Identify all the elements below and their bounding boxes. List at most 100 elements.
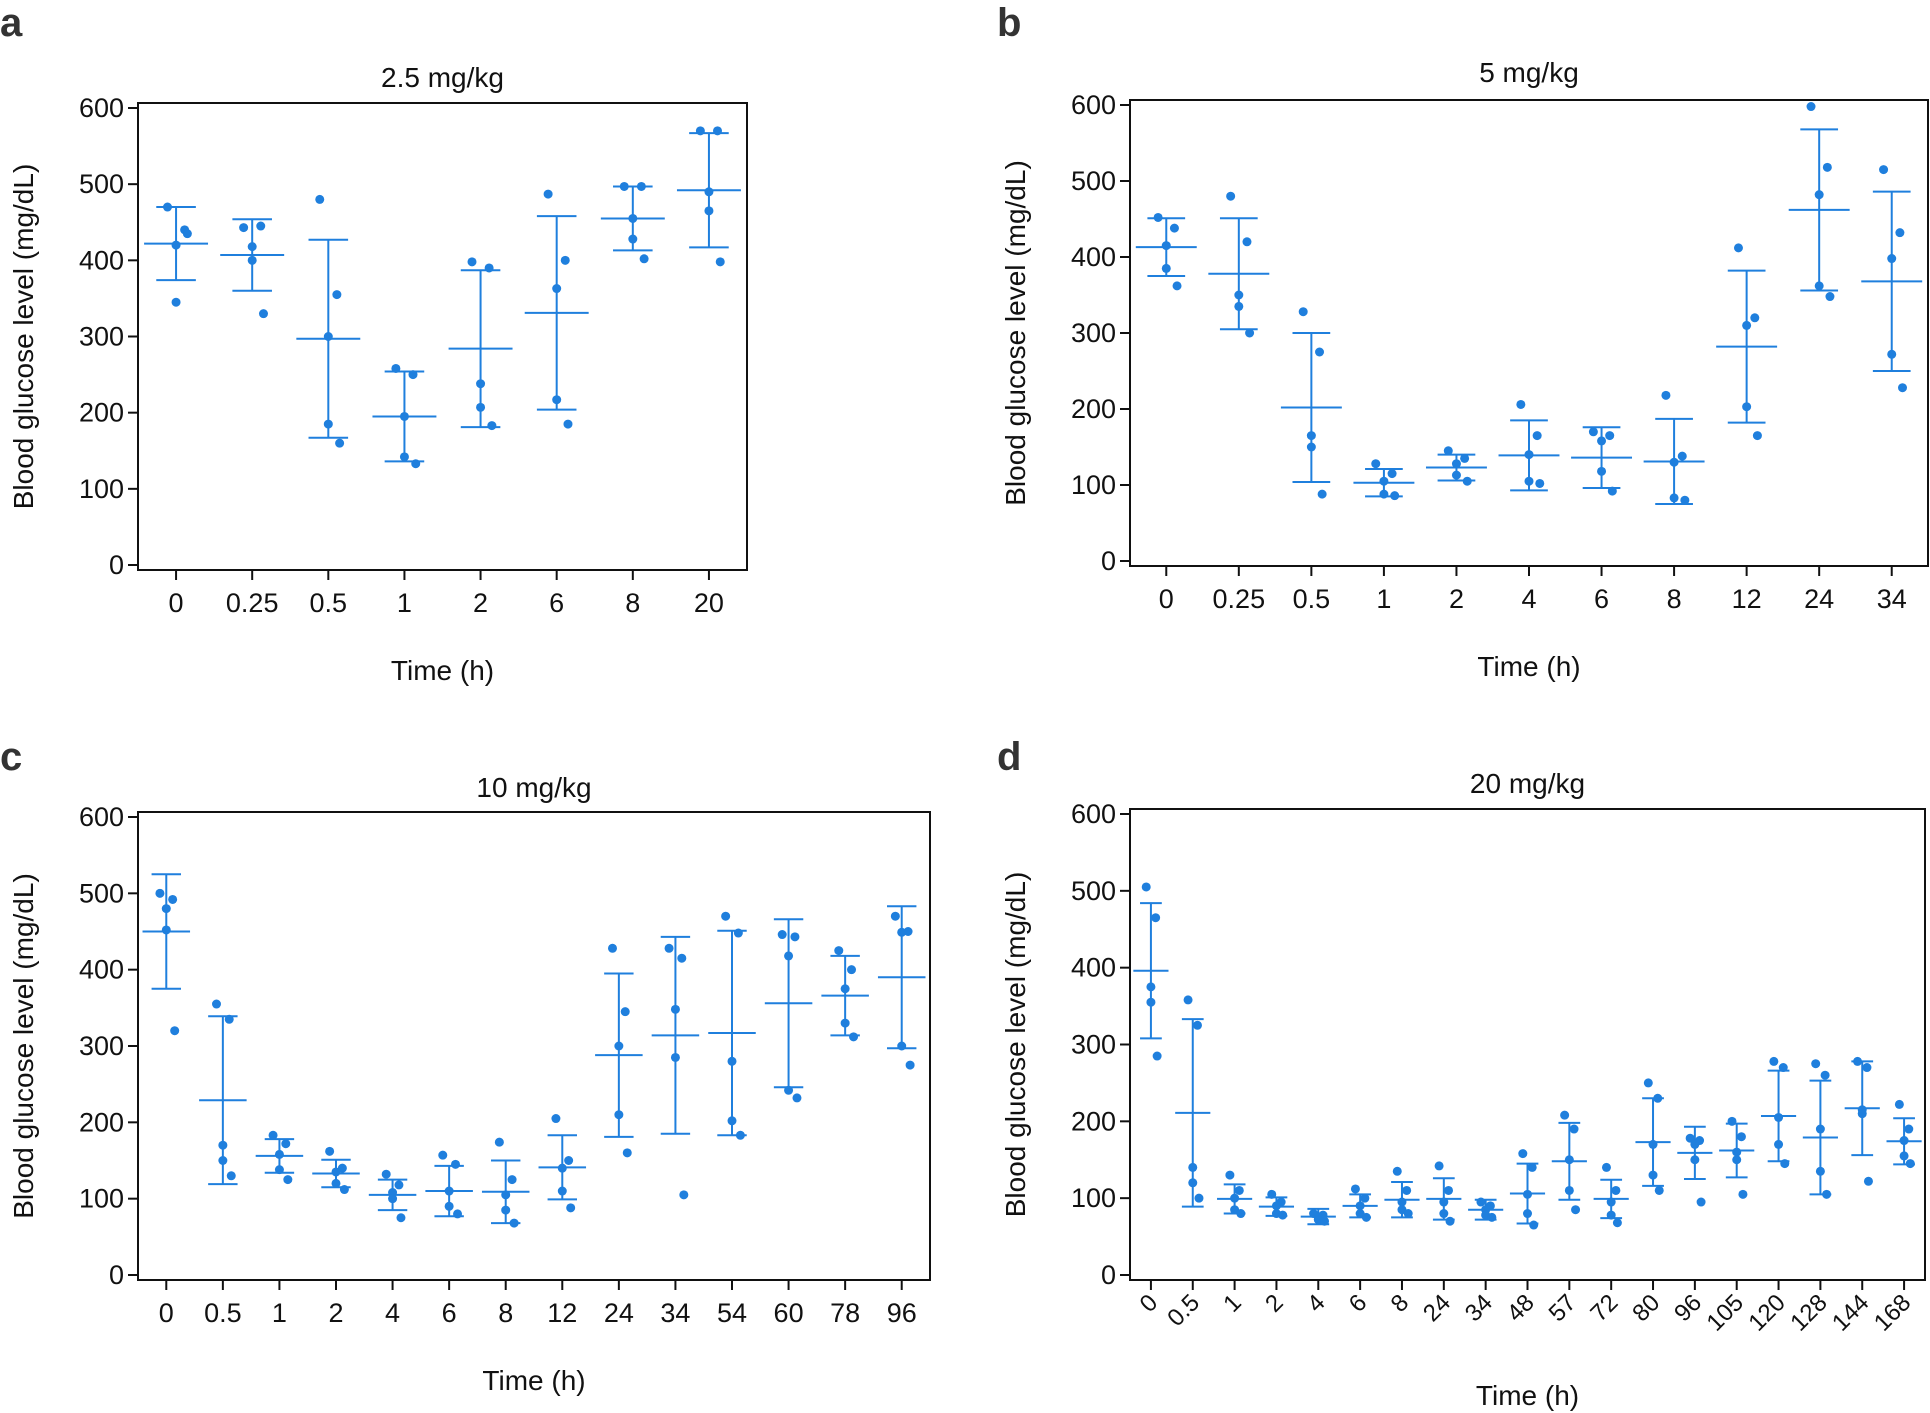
y-tick-label: 200 (79, 398, 124, 428)
x-tick-label: 0.25 (226, 588, 279, 618)
data-point (1905, 1159, 1915, 1169)
data-point (1278, 1210, 1288, 1220)
data-point (281, 1139, 291, 1149)
x-tick-label: 0.5 (310, 588, 348, 618)
data-point (1516, 399, 1526, 409)
y-tick-label: 100 (79, 474, 124, 504)
x-tick-label: 1 (397, 588, 412, 618)
y-tick-label: 400 (1071, 953, 1116, 983)
data-point (476, 402, 486, 412)
x-tick-label: 78 (830, 1298, 860, 1328)
x-tick-label: 1 (272, 1298, 287, 1328)
data-point (1904, 1124, 1914, 1134)
y-tick-label: 0 (1101, 1260, 1116, 1290)
data-point (1271, 1201, 1281, 1211)
data-point (1696, 1197, 1706, 1207)
data-point (792, 1093, 802, 1103)
data-point (1806, 102, 1816, 112)
y-axis-label: Blood glucose level (mg/dL) (8, 164, 39, 510)
y-tick-label: 0 (109, 550, 124, 580)
x-tick-label: 0.5 (204, 1298, 242, 1328)
chart-panel-d: 20 mg/kg Time (h) Blood glucose level (m… (1000, 768, 1926, 1411)
chart-title: 2.5 mg/kg (381, 62, 504, 93)
x-tick-label: 1 (1376, 584, 1391, 614)
x-tick-label: 120 (1743, 1289, 1790, 1336)
x-axis-label: Time (h) (1477, 651, 1580, 682)
data-point (1815, 1124, 1825, 1134)
data-point (1669, 493, 1679, 503)
data-point (1529, 1220, 1539, 1230)
data-point (1750, 313, 1760, 323)
data-point (557, 1163, 567, 1173)
data-point (1146, 982, 1156, 992)
data-point (1320, 1216, 1330, 1226)
data-point (1355, 1201, 1365, 1211)
data-point (1669, 457, 1679, 467)
data-point (391, 363, 401, 373)
data-point (476, 379, 486, 389)
panel-letter-c: c (0, 735, 22, 779)
data-point (1161, 241, 1171, 251)
data-point (1742, 320, 1752, 330)
x-tick-label: 6 (1594, 584, 1609, 614)
x-tick-label: 24 (1804, 584, 1834, 614)
plot-frame (137, 102, 748, 571)
x-tick-label: 34 (660, 1298, 690, 1328)
data-point (226, 1171, 236, 1181)
data-point (1350, 1184, 1360, 1194)
y-tick-label: 200 (1071, 394, 1116, 424)
data-point (381, 1169, 391, 1179)
y-tick-label: 500 (1071, 166, 1116, 196)
data-point (1267, 1189, 1277, 1199)
y-tick-label: 600 (79, 93, 124, 123)
data-point (467, 257, 477, 267)
data-point (171, 240, 181, 250)
data-point (670, 1004, 680, 1014)
x-tick-label: 96 (1669, 1289, 1707, 1327)
y-tick-label: 100 (1071, 1183, 1116, 1213)
data-point (451, 1159, 461, 1169)
data-point (1306, 431, 1316, 441)
y-tick-label: 600 (1071, 90, 1116, 120)
data-point (715, 257, 725, 267)
data-point (1857, 1109, 1867, 1119)
data-point (1183, 995, 1193, 1005)
data-point (1439, 1197, 1449, 1207)
data-point (1361, 1212, 1371, 1222)
x-tick-label: 6 (1344, 1289, 1373, 1318)
data-point (1226, 191, 1236, 201)
chart-title: 5 mg/kg (1479, 57, 1579, 88)
data-point (1677, 451, 1687, 461)
data-point (1899, 1151, 1909, 1161)
data-point (733, 928, 743, 938)
data-point (162, 202, 172, 212)
data-point (1535, 478, 1545, 488)
data-point (411, 459, 421, 469)
data-point (1564, 1155, 1574, 1165)
data-point (727, 1056, 737, 1066)
data-point (1611, 1185, 1621, 1195)
data-point (1315, 347, 1325, 357)
data-point (1606, 1197, 1616, 1207)
data-point (897, 927, 907, 937)
data-point (1648, 1139, 1658, 1149)
data-point (636, 181, 646, 191)
data-point (399, 452, 409, 462)
data-point (1648, 1170, 1658, 1180)
x-axis-label: Time (h) (1476, 1380, 1579, 1411)
data-point (784, 951, 794, 961)
data-point (171, 297, 181, 307)
data-point (247, 255, 257, 265)
data-point (1487, 1212, 1497, 1222)
x-axis-label: Time (h) (391, 655, 494, 686)
y-tick-label: 300 (79, 322, 124, 352)
data-point (1194, 1193, 1204, 1203)
data-point (1742, 402, 1752, 412)
data-point (847, 965, 857, 975)
y-tick-label: 400 (1071, 242, 1116, 272)
data-point (1234, 301, 1244, 311)
data-point (1601, 1162, 1611, 1172)
x-tick-label: 2 (1260, 1289, 1289, 1318)
data-point (1518, 1149, 1528, 1159)
